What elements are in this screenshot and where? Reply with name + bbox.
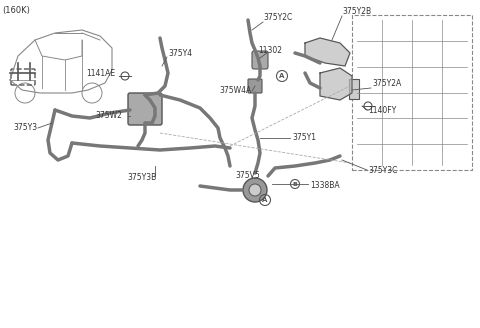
Text: A: A	[262, 197, 268, 203]
Text: A: A	[279, 73, 285, 79]
Text: (160K): (160K)	[2, 6, 30, 15]
FancyBboxPatch shape	[248, 79, 262, 93]
Circle shape	[249, 184, 261, 196]
FancyBboxPatch shape	[252, 51, 268, 69]
Text: 375Y2C: 375Y2C	[263, 13, 292, 22]
FancyBboxPatch shape	[128, 93, 162, 125]
Text: B: B	[293, 181, 298, 187]
Text: 375Y1: 375Y1	[292, 133, 316, 142]
Circle shape	[243, 178, 267, 202]
Text: 375Y4: 375Y4	[168, 49, 192, 58]
Text: 375Y3B: 375Y3B	[127, 173, 156, 182]
Polygon shape	[305, 38, 350, 66]
Text: 1141AE: 1141AE	[86, 69, 115, 78]
Text: 1338BA: 1338BA	[310, 181, 340, 190]
Text: 11302: 11302	[258, 46, 282, 55]
Text: 375Y2A: 375Y2A	[372, 79, 401, 88]
Polygon shape	[320, 68, 352, 100]
FancyBboxPatch shape	[349, 79, 359, 99]
Text: 1140FY: 1140FY	[368, 106, 396, 115]
Text: 375W4A: 375W4A	[220, 86, 252, 95]
Text: 375W2: 375W2	[95, 111, 122, 120]
Text: 375Y3: 375Y3	[14, 123, 38, 132]
Text: 375Y3C: 375Y3C	[368, 166, 397, 175]
Text: 375Y2B: 375Y2B	[342, 7, 371, 16]
Text: 375V5: 375V5	[236, 171, 260, 180]
Bar	[352, 15, 472, 170]
